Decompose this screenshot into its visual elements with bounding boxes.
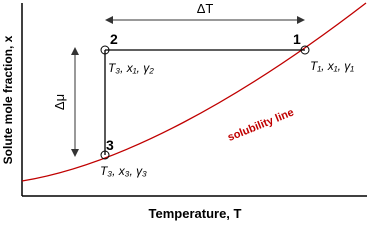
point-1 (300, 45, 310, 55)
delta-mu-label: Δμ (52, 94, 67, 110)
x-axis-label: Temperature, T (149, 206, 242, 221)
point-3 (100, 150, 110, 160)
point-id: 2 (110, 31, 118, 47)
point-2 (100, 45, 110, 55)
point-label: T₁, x₁, γ₁ (310, 59, 354, 73)
point-id: 1 (293, 31, 301, 47)
point-id: 3 (106, 137, 114, 153)
solubility-curve (21, 2, 367, 182)
diagram: Solute mole fraction, x Temperature, T s… (1, 1, 367, 221)
point-label: T₃, x₁, γ₂ (108, 61, 154, 75)
point-label: T₃, x₃, γ₃ (100, 164, 147, 178)
curve-label: solubility line (226, 106, 296, 143)
delta-t-label: ΔT (197, 1, 214, 16)
y-axis-label: Solute mole fraction, x (1, 35, 15, 164)
